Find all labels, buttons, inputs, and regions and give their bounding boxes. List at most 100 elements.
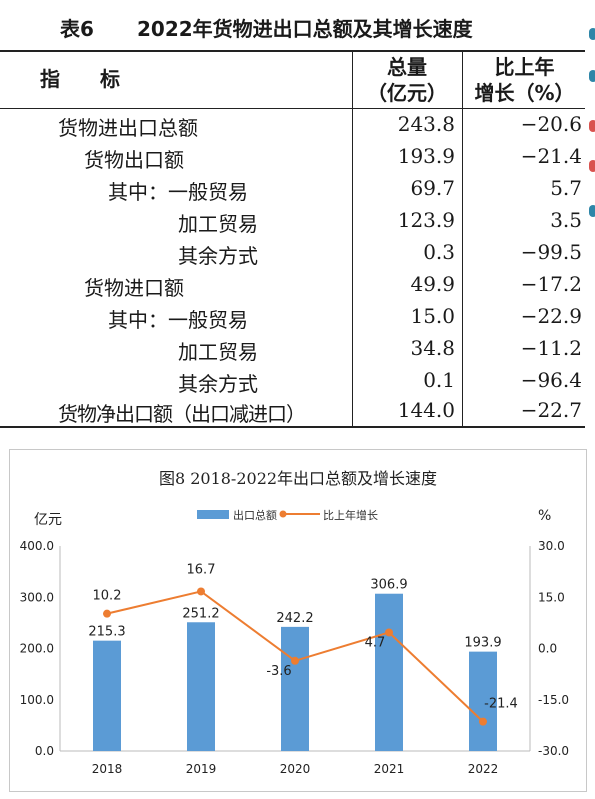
bar-value-label: 242.2 [276, 611, 313, 626]
margin-mark-teal [589, 70, 595, 82]
row-name: 其中：一般贸易 [108, 308, 248, 332]
right-tick-label: 15.0 [538, 590, 565, 604]
growth-point [103, 609, 111, 618]
table-title: 2022年货物进出口总额及其增长速度 [137, 17, 473, 41]
table-row: 其中：一般贸易 69.7 5.7 [0, 173, 585, 205]
row-amount: 0.3 [423, 240, 455, 264]
left-tick-label: 400.0 [20, 539, 54, 553]
row-amount: 193.9 [397, 144, 455, 168]
row-growth: 3.5 [550, 208, 582, 232]
row-amount: 144.0 [397, 398, 455, 422]
table-row: 货物出口额 193.9 −21.4 [0, 141, 585, 173]
bar [375, 593, 403, 751]
table-number: 表6 [60, 17, 94, 41]
left-tick-label: 300.0 [20, 590, 54, 604]
table-header-rule [0, 108, 585, 109]
table-heading: 表6 2022年货物进出口总额及其增长速度 [0, 0, 595, 50]
bar-value-label: 193.9 [464, 636, 501, 651]
bar [281, 626, 309, 751]
growth-value-label: 4.7 [365, 635, 386, 650]
bar [93, 640, 121, 751]
growth-value-label: 10.2 [93, 589, 122, 604]
growth-value-label: -21.4 [484, 697, 518, 712]
table-col-divider [352, 52, 353, 426]
row-growth: −17.2 [520, 272, 582, 296]
row-growth: 5.7 [550, 176, 582, 200]
row-growth: −99.5 [520, 240, 582, 264]
header-indicator: 指 标 [40, 67, 120, 91]
legend-line-marker [279, 510, 287, 518]
row-amount: 243.8 [397, 112, 455, 136]
margin-mark-teal [589, 28, 595, 40]
row-growth: −20.6 [520, 112, 582, 136]
table-row: 其余方式 0.1 −96.4 [0, 365, 585, 397]
x-tick-label: 2018 [92, 762, 123, 776]
legend-bar-swatch [197, 510, 229, 519]
table-row: 加工贸易 34.8 −11.2 [0, 333, 585, 365]
row-amount: 123.9 [397, 208, 455, 232]
row-name: 货物进口额 [84, 276, 184, 300]
bar [469, 651, 497, 751]
right-axis-unit: % [538, 508, 551, 524]
growth-value-label: 16.7 [187, 562, 216, 577]
growth-point [291, 656, 299, 665]
bar [187, 622, 215, 751]
right-tick-label: 0.0 [538, 642, 557, 656]
header-amount-line2: （亿元） [367, 81, 447, 105]
bar-value-label: 215.3 [88, 625, 125, 640]
left-axis-unit: 亿元 [34, 512, 62, 528]
row-name: 其中：一般贸易 [108, 180, 248, 204]
table-row: 货物净出口额（出口减进口） 144.0 −22.7 [0, 395, 585, 427]
bar-value-label: 251.2 [182, 606, 219, 621]
growth-point [197, 587, 205, 596]
right-tick-label: -30.0 [538, 744, 569, 758]
row-growth: −11.2 [520, 336, 582, 360]
left-tick-label: 200.0 [20, 642, 54, 656]
row-amount: 69.7 [410, 176, 455, 200]
table-bottom-rule [0, 426, 585, 428]
row-name: 其余方式 [178, 372, 258, 396]
x-tick-label: 2020 [280, 762, 311, 776]
table-col-divider [462, 52, 463, 426]
row-name: 货物出口额 [84, 148, 184, 172]
table-row: 其余方式 0.3 −99.5 [0, 237, 585, 269]
growth-value-label: -3.6 [266, 664, 291, 679]
header-amount-line1: 总量 [387, 55, 427, 79]
left-tick-label: 0.0 [35, 744, 54, 758]
table-row: 货物进口额 49.9 −17.2 [0, 269, 585, 301]
legend-bar-label: 出口总额 [233, 508, 277, 522]
row-growth: −96.4 [520, 368, 582, 392]
x-tick-label: 2019 [186, 762, 217, 776]
table-row: 其中：一般贸易 15.0 −22.9 [0, 301, 585, 333]
header-growth-line2: 增长（%） [474, 81, 575, 105]
row-name: 货物净出口额（出口减进口） [58, 402, 306, 426]
row-amount: 15.0 [410, 304, 455, 328]
row-growth: −21.4 [520, 144, 582, 168]
x-tick-label: 2022 [468, 762, 499, 776]
right-tick-label: 30.0 [538, 539, 565, 553]
right-tick-label: -15.0 [538, 693, 569, 707]
row-name: 货物进出口总额 [58, 116, 198, 140]
row-growth: −22.7 [520, 398, 582, 422]
margin-mark-teal [589, 205, 595, 217]
left-tick-label: 100.0 [20, 693, 54, 707]
margin-mark-red [589, 160, 595, 172]
row-growth: −22.9 [520, 304, 582, 328]
bar-value-label: 306.9 [370, 578, 407, 593]
margin-mark-red [589, 120, 595, 132]
row-name: 加工贸易 [178, 340, 258, 364]
table-row: 货物进出口总额 243.8 −20.6 [0, 109, 585, 141]
row-amount: 0.1 [423, 368, 455, 392]
row-amount: 34.8 [410, 336, 455, 360]
growth-point [385, 628, 393, 637]
row-name: 其余方式 [178, 244, 258, 268]
chart-frame: 图8 2018-2022年出口总额及增长速度亿元% 出口总额 比上年增长 400.0 3… [9, 449, 587, 792]
growth-point [479, 717, 487, 726]
table-top-rule [0, 50, 585, 52]
legend-line-label: 比上年增长 [323, 508, 378, 522]
chart-title: 图8 2018-2022年出口总额及增长速度 [159, 469, 437, 488]
row-amount: 49.9 [410, 272, 455, 296]
x-tick-label: 2021 [374, 762, 405, 776]
row-name: 加工贸易 [178, 212, 258, 236]
